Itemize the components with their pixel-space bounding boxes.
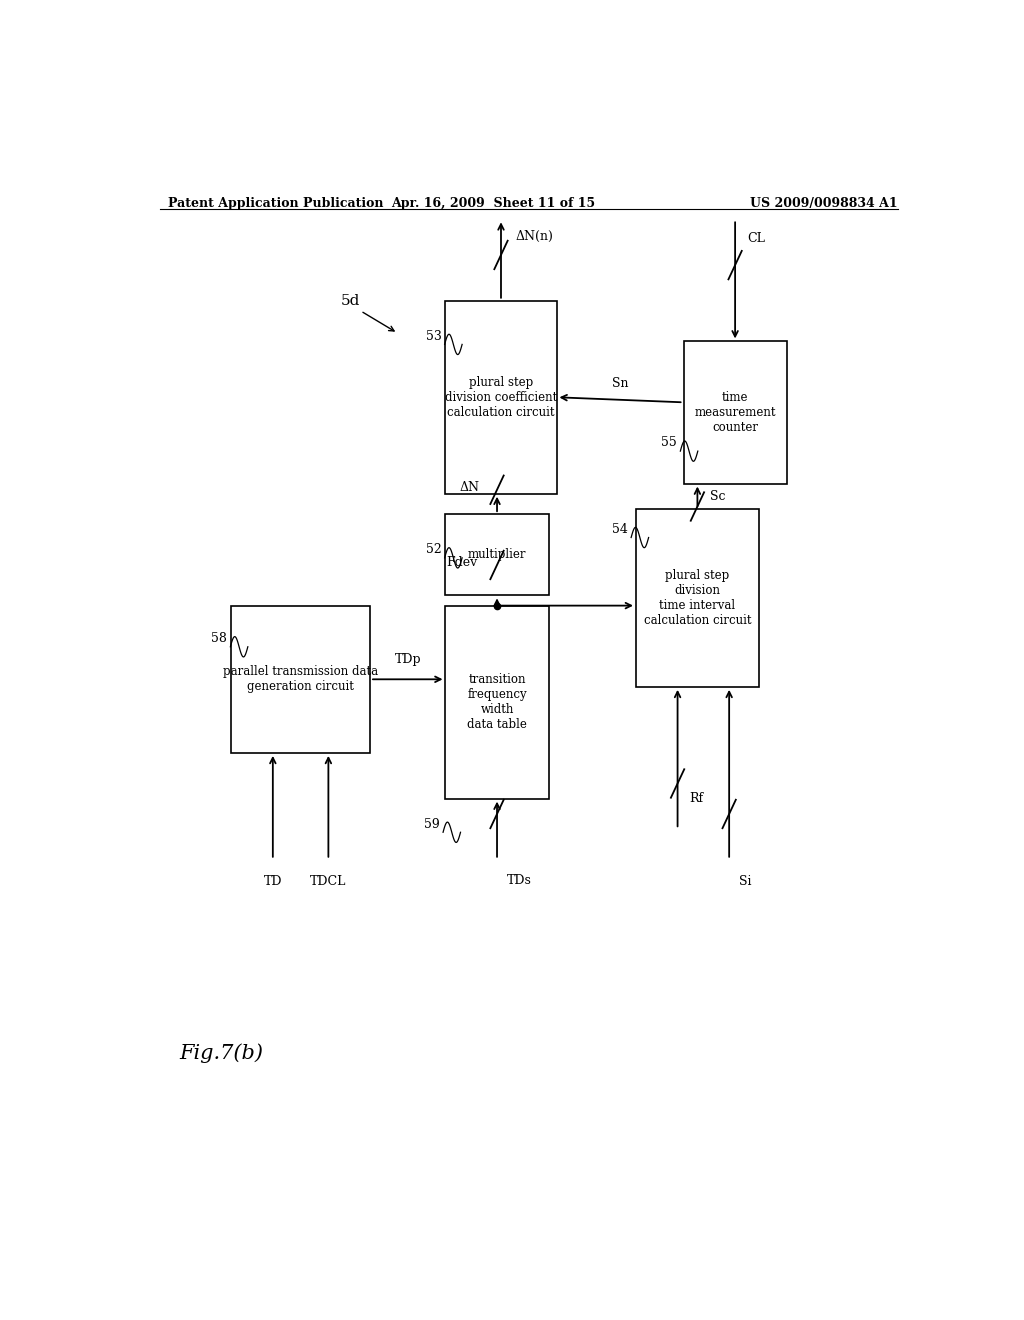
Text: parallel transmission data
generation circuit: parallel transmission data generation ci…: [223, 665, 378, 693]
Text: time
measurement
counter: time measurement counter: [694, 391, 776, 434]
Bar: [684, 342, 786, 483]
Bar: [445, 515, 549, 595]
Text: Fdev: Fdev: [445, 557, 477, 569]
Text: multiplier: multiplier: [468, 548, 526, 561]
Text: TDCL: TDCL: [310, 875, 346, 888]
Text: Apr. 16, 2009  Sheet 11 of 15: Apr. 16, 2009 Sheet 11 of 15: [391, 197, 595, 210]
Text: 59: 59: [424, 817, 440, 830]
Text: 54: 54: [612, 523, 628, 536]
Text: Si: Si: [738, 875, 752, 888]
Text: 58: 58: [211, 632, 227, 645]
Text: CL: CL: [746, 231, 765, 244]
Text: Fig.7(b): Fig.7(b): [179, 1043, 263, 1063]
Text: TDp: TDp: [394, 653, 421, 667]
Text: Patent Application Publication: Patent Application Publication: [168, 197, 383, 210]
Bar: [231, 606, 370, 752]
Text: 53: 53: [426, 330, 441, 343]
Text: 52: 52: [426, 544, 441, 556]
Text: plural step
division
time interval
calculation circuit: plural step division time interval calcu…: [644, 569, 752, 627]
Bar: [445, 606, 549, 799]
Text: plural step
division coefficient
calculation circuit: plural step division coefficient calcula…: [444, 376, 557, 418]
Text: transition
frequency
width
data table: transition frequency width data table: [467, 673, 527, 731]
Text: Sn: Sn: [611, 378, 629, 391]
Text: TD: TD: [263, 875, 282, 888]
Text: ΔN(n): ΔN(n): [515, 230, 553, 243]
Bar: [445, 301, 557, 494]
Text: 5d: 5d: [341, 293, 359, 308]
Text: Rf: Rf: [689, 792, 703, 805]
Text: US 2009/0098834 A1: US 2009/0098834 A1: [751, 197, 898, 210]
Text: Sc: Sc: [710, 490, 726, 503]
Text: 55: 55: [662, 437, 677, 450]
Bar: [636, 510, 759, 686]
Text: TDs: TDs: [507, 874, 532, 887]
Text: ΔN: ΔN: [460, 482, 479, 494]
